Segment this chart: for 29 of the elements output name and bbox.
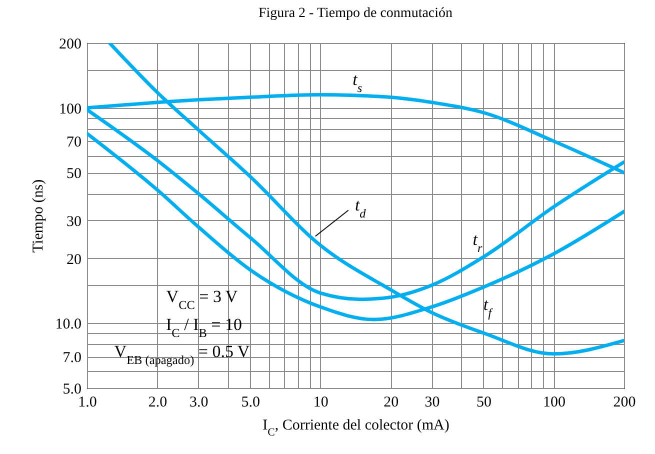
x-tick-label: 200 — [613, 394, 636, 410]
y-tick-label: 70 — [66, 134, 82, 151]
chart-title: Figura 2 - Tiempo de conmutación — [258, 6, 453, 21]
text: t$_{d}$ — [354, 195, 367, 220]
y-tick-label: 20 — [66, 252, 82, 268]
x-tick-label: 100 — [542, 394, 566, 410]
x-tick-label: 20 — [384, 394, 399, 410]
y-tick-label: 100 — [59, 101, 82, 118]
y-tick-label: 7.0 — [62, 350, 82, 366]
x-tick-label: 3.0 — [189, 394, 208, 410]
annotation: V$_{EB (apagado)}$ = 0.5 V — [114, 342, 250, 367]
y-tick-label: 5.0 — [62, 382, 82, 398]
x-tick-label: 1.0 — [78, 394, 97, 410]
y-tick-label: 10.0 — [55, 316, 82, 333]
annotation: V$_{CC}$ = 3 V — [166, 287, 238, 312]
series-label: t$_{r}$ — [472, 230, 482, 255]
x-tick-label: 30 — [424, 394, 440, 410]
y-tick-label: 50 — [66, 166, 82, 182]
series-label: t$_{s}$ — [352, 70, 362, 95]
x-tick-label: 5.0 — [241, 394, 260, 410]
series-label: t$_{f}$ — [483, 295, 494, 320]
x-tick-label: 2.0 — [148, 394, 168, 410]
x-tick-label: 10 — [313, 394, 328, 410]
y-tick-label: 200 — [59, 36, 82, 52]
x-tick-label: 50 — [476, 394, 492, 410]
x-axis-title: I$_{C}$, Corriente del colector (mA) — [262, 418, 450, 438]
y-axis-title: Tiempo (ns) — [30, 179, 46, 253]
annotation: I$_{C}$ / I$_{B}$ = 10 — [166, 315, 242, 340]
y-tick-label: 30 — [66, 214, 82, 230]
